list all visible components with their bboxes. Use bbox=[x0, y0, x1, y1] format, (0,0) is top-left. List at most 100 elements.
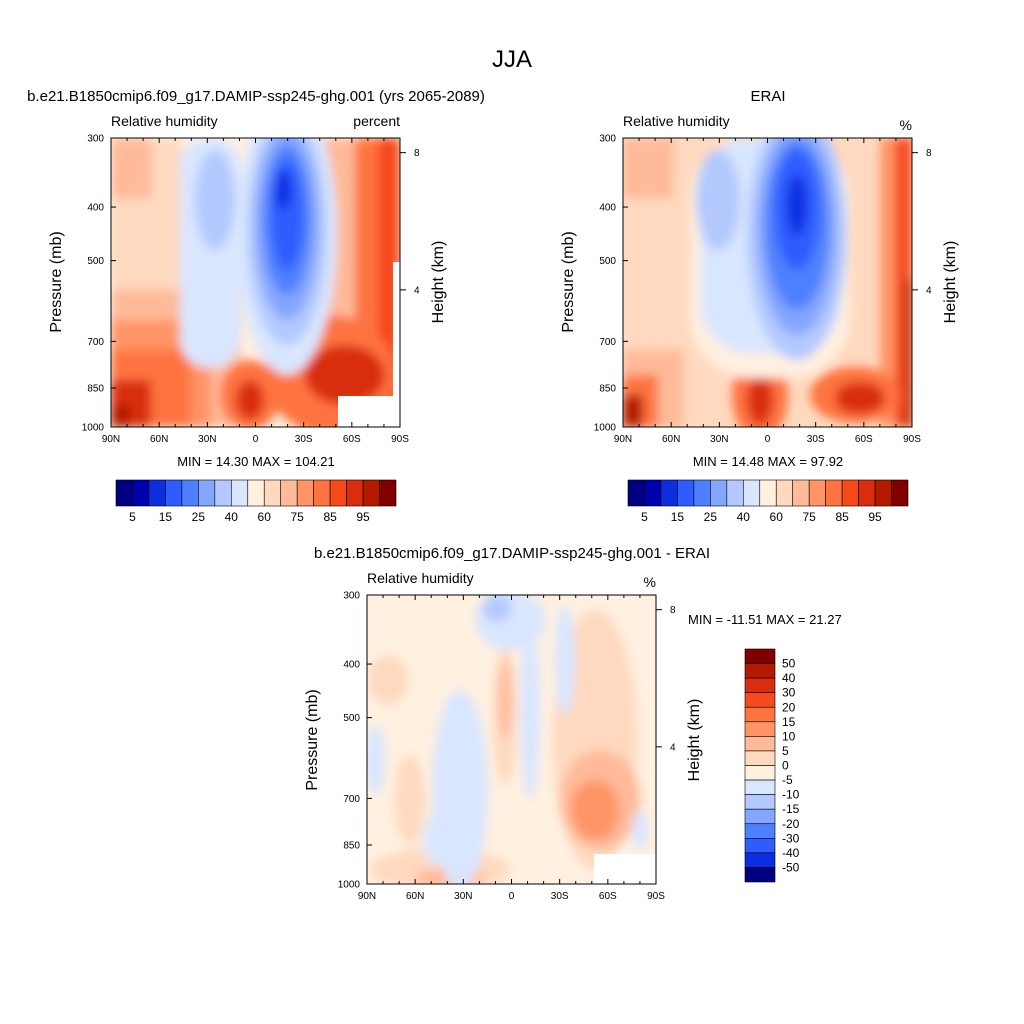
model-field-shape bbox=[275, 170, 291, 210]
height-tick-label: 8 bbox=[926, 148, 932, 159]
x-tick-label: 60S bbox=[343, 434, 361, 445]
x-tick-label: 0 bbox=[253, 434, 259, 445]
height-tick-label: 8 bbox=[670, 605, 676, 616]
diff-field-shape bbox=[555, 605, 575, 715]
diff-field bbox=[367, 595, 656, 884]
colorbar-box bbox=[230, 479, 249, 507]
x-tick-label: 60S bbox=[599, 891, 617, 902]
obs-ylabel-right: Height (km) bbox=[942, 241, 959, 324]
colorbar-box bbox=[744, 823, 776, 839]
colorbar-box bbox=[247, 479, 265, 507]
y-tick-label: 700 bbox=[599, 337, 616, 348]
colorbar-box bbox=[677, 479, 695, 507]
colorbar-box bbox=[263, 479, 282, 507]
colorbar-box bbox=[198, 479, 216, 507]
y-tick-label: 500 bbox=[599, 256, 616, 267]
x-tick-label: 60N bbox=[406, 891, 424, 902]
colorbar-label: 75 bbox=[290, 510, 304, 524]
x-tick-label: 30S bbox=[807, 434, 825, 445]
colorbar-label: 15 bbox=[782, 715, 796, 729]
diff-case-title: b.e21.B1850cmip6.f09_g17.DAMIP-ssp245-gh… bbox=[314, 545, 710, 562]
colorbar-label: 40 bbox=[782, 671, 796, 685]
x-tick-label: 60N bbox=[662, 434, 680, 445]
model-surface-mask bbox=[393, 262, 400, 427]
colorbar-label: 85 bbox=[835, 510, 849, 524]
colorbar-label: 5 bbox=[641, 510, 648, 524]
colorbar-box bbox=[644, 479, 662, 507]
obs-ticks: 90N 60N 30N 0 30S 60S 90S 300 400 500 700 850 1000 8 4 bbox=[594, 134, 932, 446]
diff-ticks: 90N 60N 30N 0 30S 60S 90S 300 400 500 700 850 1000 8 4 bbox=[338, 591, 676, 903]
colorbar-box bbox=[742, 479, 761, 507]
colorbar-label: 15 bbox=[671, 510, 685, 524]
x-tick-label: 30S bbox=[551, 891, 569, 902]
model-ticks: 90N 60N 30N 0 30S 60S 90S 300 400 500 700 850 1000 8 4 bbox=[82, 134, 420, 446]
colorbar-box bbox=[744, 677, 776, 693]
colorbar-box bbox=[148, 479, 166, 507]
y-tick-label: 400 bbox=[343, 660, 360, 671]
y-tick-label: 400 bbox=[87, 203, 104, 214]
colorbar-label: 75 bbox=[802, 510, 816, 524]
obs-left-string: Relative humidity bbox=[623, 113, 730, 129]
x-tick-label: 30N bbox=[710, 434, 728, 445]
y-tick-label: 500 bbox=[343, 713, 360, 724]
obs-colorbar: 5 15 25 40 60 75 85 95 bbox=[627, 479, 909, 524]
y-tick-label: 500 bbox=[87, 256, 104, 267]
colorbar-box bbox=[744, 852, 776, 868]
x-tick-label: 30S bbox=[295, 434, 313, 445]
model-case-title: b.e21.B1850cmip6.f09_g17.DAMIP-ssp245-gh… bbox=[27, 88, 485, 105]
colorbar-box bbox=[744, 648, 776, 664]
colorbar-box bbox=[744, 750, 776, 766]
diff-field-shape bbox=[367, 725, 385, 795]
x-tick-label: 90N bbox=[358, 891, 376, 902]
model-field-shape bbox=[111, 405, 131, 427]
model-field bbox=[111, 138, 400, 427]
x-tick-label: 90N bbox=[102, 434, 120, 445]
model-field-shape bbox=[195, 150, 235, 250]
colorbar-box bbox=[280, 479, 298, 507]
model-field-shape bbox=[236, 380, 264, 420]
colorbar-box bbox=[744, 867, 776, 883]
x-tick-label: 30N bbox=[198, 434, 216, 445]
model-left-string: Relative humidity bbox=[111, 113, 218, 129]
colorbar-box bbox=[858, 479, 876, 507]
colorbar-box bbox=[874, 479, 892, 507]
colorbar-label: 50 bbox=[782, 657, 796, 671]
obs-field-shape bbox=[623, 138, 673, 198]
colorbar-box bbox=[808, 479, 826, 507]
colorbar-box bbox=[744, 765, 776, 781]
y-tick-label: 850 bbox=[343, 840, 360, 851]
colorbar-box bbox=[181, 479, 199, 507]
colorbar-label: -40 bbox=[782, 846, 800, 860]
x-tick-label: 0 bbox=[509, 891, 515, 902]
colorbar-box bbox=[132, 479, 150, 507]
y-tick-label: 1000 bbox=[82, 423, 105, 434]
colorbar-label: 40 bbox=[225, 510, 239, 524]
diff-surface-mask bbox=[594, 854, 656, 884]
height-tick-label: 4 bbox=[670, 742, 676, 753]
colorbar-box bbox=[115, 479, 133, 507]
y-tick-label: 850 bbox=[599, 383, 616, 394]
colorbar-label: 60 bbox=[258, 510, 272, 524]
colorbar-box bbox=[744, 663, 776, 679]
obs-panel: ERAI Relative humidity % bbox=[560, 88, 959, 524]
colorbar-label: 85 bbox=[323, 510, 337, 524]
colorbar-label: -20 bbox=[782, 817, 800, 831]
y-tick-label: 850 bbox=[87, 383, 104, 394]
colorbar-box bbox=[362, 479, 380, 507]
y-tick-label: 400 bbox=[599, 203, 616, 214]
colorbar-label: 20 bbox=[782, 700, 796, 714]
colorbar-label: 0 bbox=[782, 759, 789, 773]
colorbar-box bbox=[825, 479, 843, 507]
colorbar-box bbox=[329, 479, 347, 507]
model-right-string: percent bbox=[353, 113, 400, 129]
height-tick-label: 4 bbox=[926, 285, 932, 296]
colorbar-label: -5 bbox=[782, 773, 793, 787]
diff-field-shape bbox=[520, 620, 540, 800]
x-tick-label: 30N bbox=[454, 891, 472, 902]
diff-ylabel-right: Height (km) bbox=[686, 699, 703, 782]
y-tick-label: 300 bbox=[87, 134, 104, 145]
colorbar-label: 10 bbox=[782, 729, 796, 743]
obs-case-title: ERAI bbox=[750, 88, 785, 105]
colorbar-box bbox=[744, 838, 776, 854]
diff-field-shape bbox=[632, 810, 648, 850]
